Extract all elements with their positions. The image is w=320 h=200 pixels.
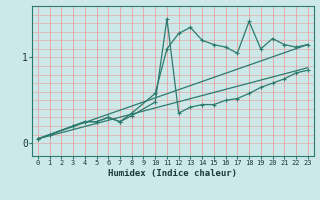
X-axis label: Humidex (Indice chaleur): Humidex (Indice chaleur) bbox=[108, 169, 237, 178]
